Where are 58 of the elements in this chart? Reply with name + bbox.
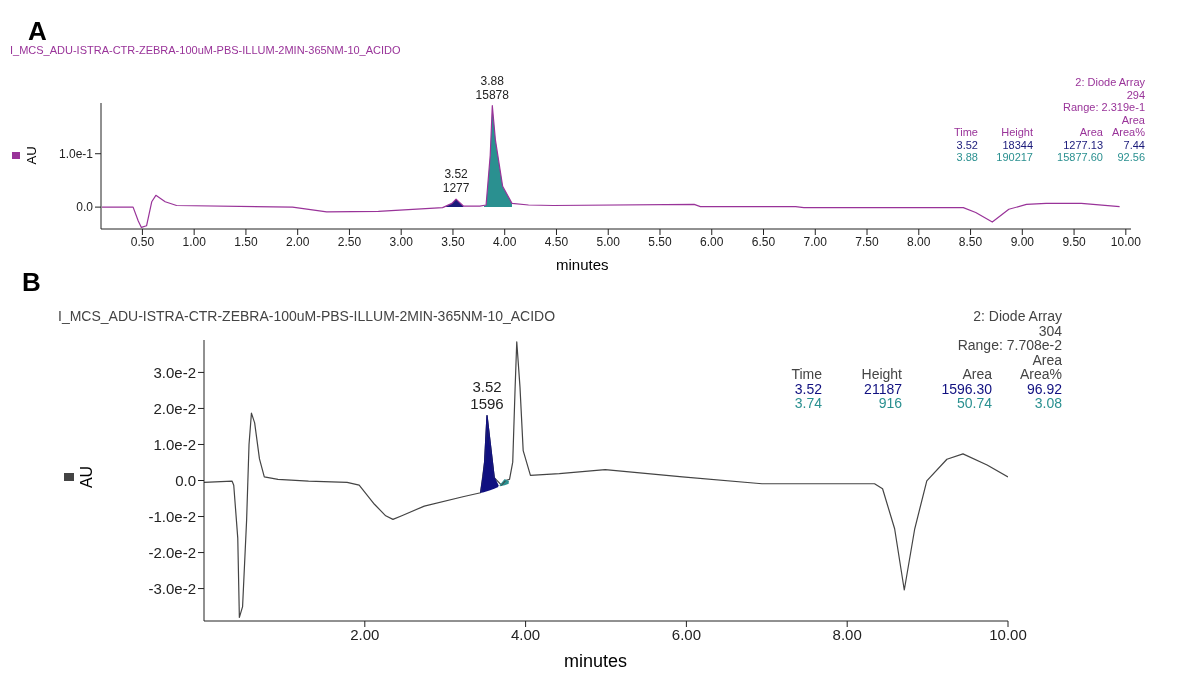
x-tick-label: 8.00 xyxy=(907,234,931,249)
x-axis-title: minutes xyxy=(556,256,609,273)
chart-subtitle: I_MCS_ADU-ISTRA-CTR-ZEBRA-100uM-PBS-ILLUM-2MIN-365NM-10_ACIDO xyxy=(58,308,556,324)
y-axis-title: AU xyxy=(77,465,96,489)
text: 3.88 190217 15877.60 92.56 xyxy=(956,151,1145,163)
y-tick-label: 3.0e-2 xyxy=(153,363,196,381)
x-axis-title: minutes xyxy=(564,651,628,672)
y-axis-title: AU xyxy=(23,146,39,165)
chart-title: B xyxy=(22,267,41,298)
x-tick-label: 0.50 xyxy=(130,234,155,249)
y-tick-label: 2.0e-2 xyxy=(153,399,196,417)
x-tick-label: 6.00 xyxy=(700,234,724,249)
text: 2: Diode Array xyxy=(972,308,1062,324)
text: Time Height Area Area% xyxy=(953,126,1145,138)
text: Time Height Area Area% xyxy=(791,366,1062,382)
x-tick-label: 5.50 xyxy=(648,234,672,249)
x-tick-label: 2.00 xyxy=(350,625,380,643)
y-tick-label: -2.0e-2 xyxy=(148,543,196,561)
text: Area xyxy=(1031,351,1062,368)
text: 294 xyxy=(1125,88,1145,101)
x-tick-label: 3.50 xyxy=(441,234,465,249)
chart-subtitle: I_MCS_ADU-ISTRA-CTR-ZEBRA-100uM-PBS-ILLUM-2MIN-365NM-10_ACIDO xyxy=(10,44,401,56)
line-series xyxy=(204,341,1008,618)
x-tick-label: 2.50 xyxy=(337,234,362,249)
x-tick-label: 2.00 xyxy=(286,234,310,249)
x-tick-label: 9.00 xyxy=(1010,234,1035,249)
x-tick-label: 3.00 xyxy=(389,234,414,249)
y-tick-label: -3.0e-2 xyxy=(148,579,196,597)
x-tick-label: 1.50 xyxy=(234,234,258,249)
y-tick-label: 1.0e-2 xyxy=(153,435,196,453)
y-tick-label: 1.0e-1 xyxy=(58,146,94,161)
annotation: Area xyxy=(1120,113,1145,126)
x-tick-label: 1.00 xyxy=(182,234,207,249)
x-tick-label: 9.50 xyxy=(1062,234,1087,249)
y-tick-label: 0.0 xyxy=(76,200,94,215)
x-tick-label: 7.50 xyxy=(855,234,880,249)
x-tick-label: 10.00 xyxy=(989,625,1027,643)
x-tick-label: 6.50 xyxy=(751,234,776,249)
annotation: 3.52 1277 xyxy=(442,167,470,196)
x-tick-label: 7.00 xyxy=(803,234,828,249)
x-tick-label: 6.00 xyxy=(671,625,701,643)
x-tick-label: 5.00 xyxy=(596,234,621,249)
y-tick-label: -1.0e-2 xyxy=(148,507,196,525)
text: 3.52 18344 1277.13 7.44 xyxy=(956,138,1145,151)
x-tick-label: 4.50 xyxy=(544,234,569,249)
x-tick-label: 10.00 xyxy=(1110,234,1142,249)
x-tick-label: 8.00 xyxy=(832,625,862,643)
x-tick-label: 4.00 xyxy=(511,625,541,643)
y-tick-label: 0.0 xyxy=(175,471,196,489)
text: 3.88 15878 xyxy=(475,73,509,102)
x-tick-label: 8.50 xyxy=(958,234,983,249)
chart-title: A xyxy=(28,16,47,46)
annotation: Range: 2.319e-1 xyxy=(1062,101,1145,114)
annotation: Range: 7.708e-2 xyxy=(956,337,1062,353)
text: 2: Diode Array xyxy=(1074,76,1145,89)
x-tick-label: 4.00 xyxy=(493,234,517,249)
text: 3.74 916 50.74 3.08 xyxy=(794,395,1062,411)
annotation: 3.52 1596 xyxy=(470,377,504,412)
